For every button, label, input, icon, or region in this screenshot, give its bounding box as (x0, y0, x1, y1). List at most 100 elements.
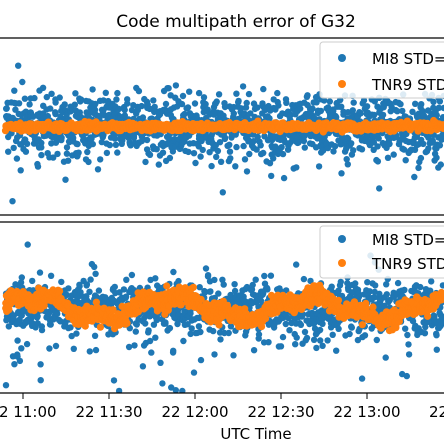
bottom-mi8-point (196, 284, 203, 291)
top-mi8-point (374, 158, 382, 165)
top-mi8-point (254, 104, 261, 111)
bottom-mi8-point (111, 283, 119, 291)
bottom-mi8-point (57, 318, 64, 325)
bottom-mi8-point (231, 281, 238, 288)
top-mi8-point (363, 103, 371, 110)
bottom-mi8-point (286, 327, 293, 334)
bottom-mi8-point (230, 352, 237, 359)
top-mi8-point (100, 97, 107, 104)
bottom-mi8-point (122, 293, 130, 300)
bottom-mi8-point (29, 277, 36, 285)
bottom-mi8-point (58, 278, 65, 286)
bottom-mi8-point (366, 288, 373, 295)
top-mi8-point (124, 100, 131, 107)
top-mi8-point (114, 149, 121, 156)
bottom-tnr9-point (40, 302, 48, 310)
top-mi8-point (38, 144, 45, 151)
bottom-mi8-point (10, 315, 17, 322)
top-legend-box (319, 41, 444, 99)
top-mi8-point (279, 150, 287, 158)
top-mi8-point (185, 148, 192, 156)
top-mi8-point (274, 89, 281, 97)
top-mi8-point (15, 100, 23, 107)
top-mi8-point (371, 98, 378, 105)
bottom-mi8-point (427, 287, 434, 294)
bottom-mi8-point (227, 323, 235, 330)
top-mi8-point (230, 110, 237, 117)
bottom-mi8-point (401, 286, 408, 294)
top-mi8-point (215, 91, 223, 98)
top-mi8-point (280, 174, 288, 182)
bottom-mi8-point (17, 279, 25, 286)
bottom-mi8-point (372, 282, 379, 289)
top-mi8-point (253, 146, 260, 153)
top-mi8-point (202, 100, 209, 108)
top-mi8-point (128, 106, 136, 114)
bottom-mi8-point (329, 331, 336, 338)
top-mi8-point (58, 134, 65, 141)
top-mi8-point (394, 108, 401, 115)
bottom-mi8-point (169, 349, 177, 356)
bottom-mi8-point (180, 337, 187, 345)
top-mi8-point (22, 148, 30, 155)
top-mi8-point (384, 154, 392, 161)
top-mi8-point (75, 149, 82, 156)
bottom-mi8-point (404, 331, 411, 339)
top-mi8-point (103, 149, 111, 157)
top-mi8-point (3, 105, 10, 112)
bottom-mi8-point (92, 270, 99, 277)
top-mi8-point (309, 105, 316, 112)
bottom-tnr9-point (334, 296, 343, 304)
bottom-mi8-point (439, 282, 444, 289)
top-mi8-point (278, 144, 285, 151)
top-mi8-point (192, 159, 199, 167)
top-mi8-point (330, 148, 337, 155)
top-mi8-point (47, 105, 54, 112)
bottom-mi8-point (428, 278, 435, 285)
bottom-legend-marker-tnr9 (338, 259, 346, 267)
bottom-mi8-point (261, 272, 268, 280)
top-mi8-point (268, 172, 275, 180)
top-mi8-point (13, 155, 21, 162)
bottom-mi8-point (293, 261, 300, 268)
bottom-mi8-point (2, 382, 10, 389)
top-mi8-point (415, 164, 422, 172)
top-mi8-point (435, 104, 443, 112)
top-mi8-point (376, 185, 383, 192)
bottom-tnr9-point (424, 312, 432, 320)
x-tick-label: 22 11:30 (75, 403, 142, 421)
bottom-mi8-point (179, 387, 186, 393)
top-mi8-point (195, 89, 203, 97)
top-mi8-point (397, 101, 404, 108)
top-mi8-point (174, 103, 181, 110)
bottom-tnr9-point (163, 282, 171, 290)
top-mi8-point (121, 112, 128, 119)
top-mi8-point (360, 97, 368, 104)
top-mi8-point (159, 149, 167, 156)
bottom-mi8-point (422, 323, 429, 331)
top-mi8-point (333, 114, 340, 121)
bottom-tnr9-point (358, 321, 366, 329)
bottom-mi8-point (249, 281, 256, 289)
bottom-mi8-point (361, 332, 369, 339)
top-mi8-point (233, 90, 240, 97)
bottom-mi8-point (211, 351, 218, 358)
top-mi8-point (112, 141, 120, 148)
top-mi8-point (135, 87, 143, 95)
top-mi8-point (379, 111, 387, 119)
top-mi8-point (23, 140, 31, 147)
top-mi8-point (17, 167, 24, 174)
bottom-mi8-point (175, 277, 182, 285)
bottom-mi8-point (36, 269, 44, 276)
bottom-mi8-point (70, 345, 78, 352)
top-mi8-point (438, 136, 444, 143)
top-mi8-point (178, 100, 186, 108)
bottom-mi8-point (277, 343, 285, 350)
top-mi8-point (165, 85, 172, 92)
top-mi8-point (245, 90, 253, 98)
top-mi8-point (315, 163, 323, 170)
top-mi8-point (243, 168, 251, 175)
top-mi8-point (85, 158, 92, 166)
bottom-legend-marker-mi8 (338, 235, 346, 243)
